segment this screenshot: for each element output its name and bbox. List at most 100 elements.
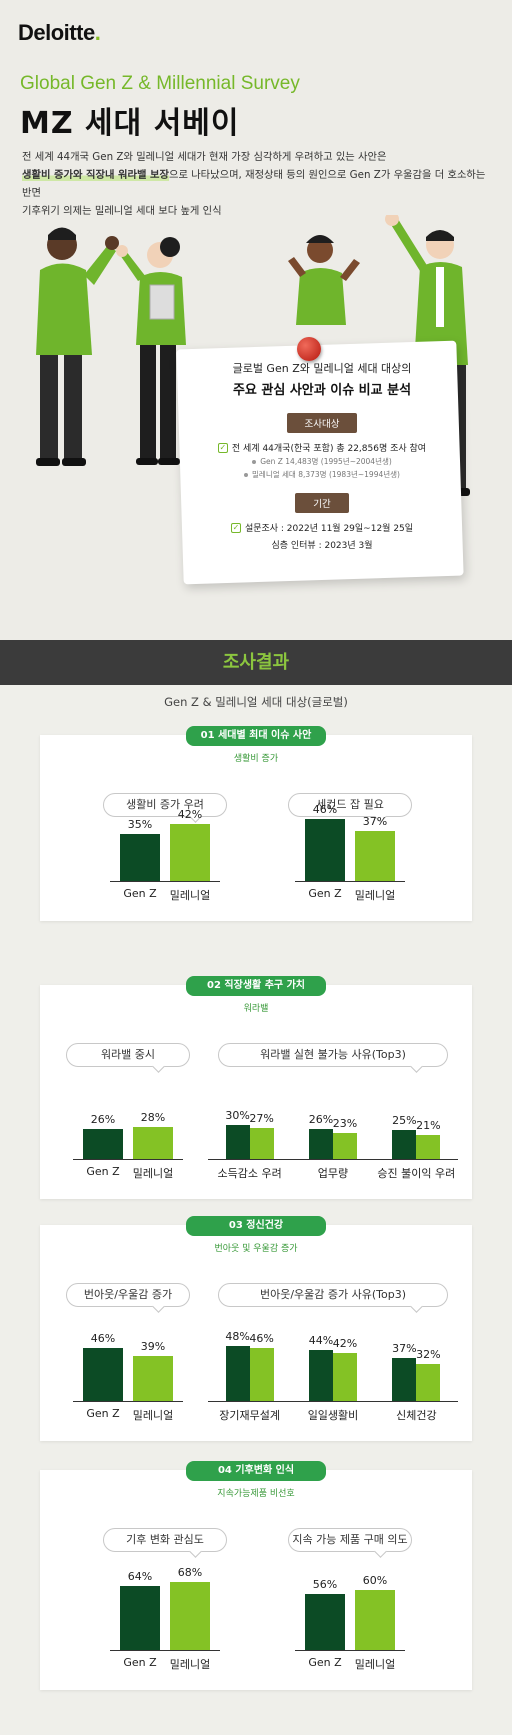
- chart-panel-4: 04 기후변화 인식 지속가능제품 비선호 기후 변화 관심도 64% Gen Z 68%…: [40, 1461, 472, 1690]
- period-tag: 기간: [295, 493, 349, 513]
- category-label: Gen Z: [308, 887, 342, 900]
- bar-genz: [83, 1129, 123, 1159]
- deloitte-logo: Deloitte.: [18, 20, 101, 45]
- bar-genz: [309, 1129, 333, 1159]
- bar-millennial: [333, 1132, 357, 1159]
- target-tag: 조사대상: [286, 413, 358, 433]
- data-label: 27%: [249, 1111, 274, 1125]
- bar-genz: [392, 1130, 417, 1159]
- chart-panel-1: 01 세대별 최대 이슈 사안 생활비 증가 생활비 증가 우려 35% Gen Z 42…: [40, 726, 472, 921]
- chart-group-title: 번아웃/우울감 증가 사유(Top3): [218, 1283, 448, 1307]
- hero-section: Deloitte. Global Gen Z & Millennial Surv…: [0, 0, 512, 640]
- chart-baseline: [110, 1650, 220, 1651]
- bar-genz: [120, 833, 160, 881]
- bar-millennial: [133, 1126, 173, 1159]
- survey-subtitle: Global Gen Z & Millennial Survey: [20, 73, 300, 94]
- bar-genz: [120, 1586, 160, 1650]
- interview-period-line: 심층 인터뷰 : 2023년 3월: [271, 541, 373, 551]
- category-label: 밀레니얼: [169, 889, 211, 902]
- panel-tab-label: 04 기후변화 인식: [186, 1461, 326, 1481]
- panel-tab-label: 01 세대별 최대 이슈 사안: [186, 726, 326, 746]
- survey-info-content: 글로벌 Gen Z와 밀레니얼 세대 대상의 주요 관심 사안과 이슈 비교 분…: [192, 360, 452, 551]
- category-label: 밀레니얼: [354, 1658, 396, 1671]
- chart-baseline: [110, 881, 220, 882]
- data-label: 32%: [416, 1348, 441, 1362]
- data-label: 25%: [392, 1114, 417, 1128]
- bar-genz: [309, 1350, 333, 1401]
- bar-genz: [225, 1124, 250, 1159]
- category-label: 일일생활비: [307, 1409, 359, 1422]
- data-label: 37%: [392, 1342, 417, 1356]
- data-label: 60%: [362, 1574, 388, 1587]
- category-label: Gen Z: [86, 1407, 120, 1420]
- card-heading-line1: 글로벌 Gen Z와 밀레니얼 세대 대상의: [232, 362, 412, 375]
- bar-genz: [83, 1348, 123, 1401]
- data-label: 46%: [312, 802, 338, 816]
- data-label: 30%: [225, 1108, 250, 1122]
- bar-millennial: [333, 1352, 357, 1401]
- chart-group-title: 워라밸 중시: [66, 1043, 190, 1067]
- category-label: 소득감소 우려: [217, 1167, 282, 1180]
- bar-millennial: [355, 831, 395, 881]
- chart-baseline: [295, 1650, 405, 1651]
- panel-tab-label: 02 직장생활 추구 가치: [186, 976, 326, 996]
- data-label: 64%: [127, 1570, 153, 1583]
- chart-group-title: 지속 가능 제품 구매 의도: [288, 1528, 412, 1552]
- category-label: Gen Z: [86, 1165, 120, 1178]
- survey-period-line: ✓ 설문조사 : 2022년 11월 29일~12월 25일: [230, 522, 414, 534]
- category-label: Gen Z: [308, 1656, 342, 1669]
- panel-tab-label: 03 정신건강: [186, 1216, 326, 1236]
- panel-subtitle: 지속가능제품 비선호: [217, 1489, 295, 1499]
- category-label: 밀레니얼: [132, 1409, 174, 1422]
- results-title: 조사결과: [222, 652, 290, 673]
- chart-group-title: 기후 변화 관심도: [103, 1528, 227, 1552]
- check-icon: ✓: [230, 522, 241, 533]
- data-label: 37%: [362, 815, 388, 829]
- chart-group-title: 워라밸 실현 불가능 사유(Top3): [218, 1043, 448, 1067]
- data-label: 42%: [332, 1336, 358, 1350]
- data-label: 28%: [140, 1110, 166, 1124]
- card-heading-line2: 주요 관심 사안과 이슈 비교 분석: [232, 383, 412, 398]
- category-label: Gen Z: [123, 887, 157, 900]
- category-label: 장기재무설계: [219, 1409, 281, 1422]
- category-label: 신체건강: [396, 1409, 437, 1422]
- category-label: 업무량: [317, 1167, 349, 1180]
- chart-group-title: 번아웃/우울감 증가: [66, 1283, 190, 1307]
- person-2-figure: [116, 237, 186, 465]
- chart-baseline: [73, 1401, 183, 1402]
- genz-sample: Gen Z 14,483명 (1995년~2004년생): [192, 456, 452, 467]
- data-label: 46%: [90, 1332, 116, 1346]
- bar-millennial: [355, 1590, 395, 1650]
- bar-genz: [305, 1594, 345, 1650]
- data-label: 44%: [308, 1334, 334, 1348]
- panel-subtitle: 번아웃 및 우울감 증가: [214, 1244, 298, 1254]
- bar-genz: [225, 1345, 250, 1401]
- chart-baseline: [295, 881, 405, 882]
- panel-subtitle: 워라밸: [243, 1004, 269, 1014]
- results-scope: Gen Z & 밀레니얼 세대 대상(글로벌): [164, 695, 348, 709]
- chart-group-title: 생활비 증가 우려: [103, 793, 227, 817]
- person-1-figure: [36, 227, 119, 466]
- bar-genz: [305, 818, 345, 881]
- data-label: 56%: [312, 1578, 338, 1591]
- person-3-figure: [288, 235, 360, 325]
- data-label: 46%: [249, 1332, 274, 1346]
- data-label: 48%: [225, 1329, 250, 1343]
- bar-millennial: [170, 824, 210, 881]
- bar-millennial: [416, 1134, 441, 1159]
- data-label: 39%: [140, 1340, 166, 1354]
- data-label: 23%: [332, 1116, 358, 1130]
- page-title: MZ 세대 서베이: [20, 106, 240, 141]
- bar-millennial: [133, 1356, 173, 1401]
- chart-baseline: [73, 1159, 183, 1160]
- category-label: 밀레니얼: [132, 1167, 174, 1180]
- check-icon: ✓: [217, 442, 228, 453]
- category-label: Gen Z: [123, 1656, 157, 1669]
- category-label: 승진 불이익 우려: [377, 1167, 456, 1180]
- chart-baseline: [208, 1401, 458, 1402]
- chart-group-title: 세컨드 잡 필요: [288, 793, 412, 817]
- target-line: ✓ 전 세계 44개국(한국 포함) 총 22,856명 조사 참여: [217, 442, 427, 454]
- millennial-sample: 밀레니얼 세대 8,373명 (1983년~1994년생): [192, 469, 452, 480]
- intro-text: 전 세계 44개국 Gen Z와 밀레니얼 세대가 현재 가장 심각하게 우려하…: [22, 151, 486, 217]
